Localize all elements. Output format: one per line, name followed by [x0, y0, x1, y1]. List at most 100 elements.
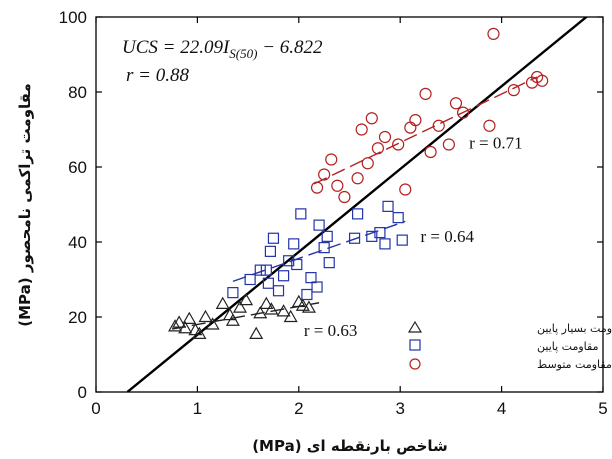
point-triangle-2	[178, 321, 193, 334]
x-tick-label-5: 5	[598, 399, 607, 418]
r-label-series-0: r = 0.63	[304, 321, 358, 340]
x-tick-label-2: 2	[294, 399, 303, 418]
point-triangle-7	[205, 317, 220, 330]
point-circle-23	[507, 84, 520, 97]
data-points	[168, 27, 549, 339]
point-circle-19	[449, 97, 463, 110]
point-circle-3	[331, 179, 344, 192]
point-triangle-8	[215, 296, 230, 309]
fit-line-series-2	[313, 76, 538, 185]
point-square-5	[264, 245, 277, 257]
point-circle-22	[487, 27, 500, 40]
y-axis-title: مقاومت تراکمی نامحصور (MPa)	[16, 83, 34, 326]
point-square-21	[352, 208, 364, 220]
y-tick-label-3: 60	[68, 158, 87, 177]
point-triangle-12	[239, 292, 254, 306]
point-circle-26	[536, 74, 549, 87]
point-square-3	[260, 264, 272, 276]
fit-line-series-0	[171, 302, 320, 330]
point-circle-12	[399, 183, 412, 196]
point-triangle-21	[301, 300, 316, 313]
point-square-12	[295, 208, 307, 220]
point-square-10	[288, 238, 300, 250]
equation-annotation: UCS = 22.09IS(50) − 6.822	[122, 37, 323, 61]
point-circle-20	[456, 106, 470, 119]
legend-triangle-marker	[407, 320, 423, 333]
point-square-6	[267, 232, 280, 244]
point-square-9	[283, 255, 295, 267]
point-triangle-18	[283, 309, 298, 323]
point-square-22	[366, 230, 378, 242]
axis-ticks: 0 1 2 3 4 5 0 20 40 60 80 100	[59, 8, 608, 418]
point-square-20	[348, 232, 361, 244]
point-circle-15	[419, 87, 432, 100]
point-triangle-13	[249, 326, 264, 339]
point-square-4	[262, 277, 274, 289]
point-square-14	[305, 272, 317, 284]
point-square-2	[254, 264, 266, 276]
point-square-27	[396, 234, 408, 246]
point-circle-17	[432, 119, 445, 132]
legend-label-medium: مقاومت متوسط	[537, 358, 612, 371]
point-square-1	[244, 273, 256, 286]
legend-square-marker	[409, 339, 421, 351]
point-triangle-1	[172, 315, 187, 328]
point-square-7	[272, 285, 285, 297]
legend-label-very-low: مقاومت بسیار پایین	[537, 322, 612, 335]
overall-fit-line	[126, 17, 589, 392]
y-tick-label-5: 100	[59, 8, 87, 27]
point-triangle-5	[192, 326, 207, 339]
point-circle-0	[310, 181, 324, 194]
point-circle-4	[338, 190, 351, 204]
point-triangle-3	[182, 311, 197, 324]
point-triangle-14	[253, 306, 268, 319]
legend-circle-marker	[409, 358, 421, 370]
x-tick-label-1: 1	[193, 399, 202, 418]
point-circle-16	[424, 145, 437, 159]
point-triangle-20	[295, 298, 310, 311]
y-tick-label-4: 80	[68, 83, 87, 102]
point-circle-18	[442, 138, 455, 151]
point-circle-8	[365, 112, 378, 125]
point-circle-21	[483, 119, 496, 132]
point-triangle-16	[264, 302, 279, 315]
point-circle-11	[392, 138, 405, 151]
point-square-24	[379, 238, 391, 250]
point-circle-2	[325, 153, 338, 166]
y-tick-label-2: 40	[68, 233, 87, 252]
point-square-16	[313, 219, 325, 231]
legend: مقاومت بسیار پایین مقاومت پایین مقاومت م…	[407, 320, 612, 371]
point-square-15	[311, 281, 323, 293]
point-square-25	[382, 200, 394, 212]
x-tick-label-4: 4	[497, 399, 506, 418]
x-tick-label-0: 0	[91, 399, 100, 418]
point-square-13	[301, 288, 313, 301]
point-square-17	[318, 242, 330, 254]
point-square-0	[227, 287, 239, 299]
y-tick-label-0: 0	[78, 383, 87, 402]
overall-r-annotation: r = 0.88	[126, 65, 189, 86]
legend-label-low: مقاومت پایین	[537, 340, 599, 353]
point-circle-7	[361, 157, 374, 170]
point-square-26	[392, 212, 404, 224]
point-square-8	[277, 270, 290, 282]
point-circle-5	[351, 172, 364, 185]
point-square-11	[291, 258, 303, 271]
x-tick-label-3: 3	[395, 399, 404, 418]
point-circle-14	[409, 114, 422, 127]
point-circle-9	[371, 142, 384, 155]
point-triangle-0	[168, 319, 183, 332]
point-triangle-10	[225, 313, 240, 326]
point-triangle-11	[232, 300, 248, 313]
point-square-18	[321, 230, 333, 242]
r-label-series-1: r = 0.64	[420, 227, 474, 246]
point-triangle-17	[276, 304, 291, 317]
point-circle-1	[318, 168, 331, 181]
y-tick-label-1: 20	[68, 308, 87, 327]
point-triangle-6	[198, 309, 213, 323]
point-square-23	[374, 227, 386, 239]
x-axis-title: شاخص بارنقطه ای (MPa)	[252, 437, 448, 455]
point-triangle-15	[259, 296, 274, 309]
series-r-labels: r = 0.63 r = 0.64 r = 0.71	[304, 133, 523, 340]
